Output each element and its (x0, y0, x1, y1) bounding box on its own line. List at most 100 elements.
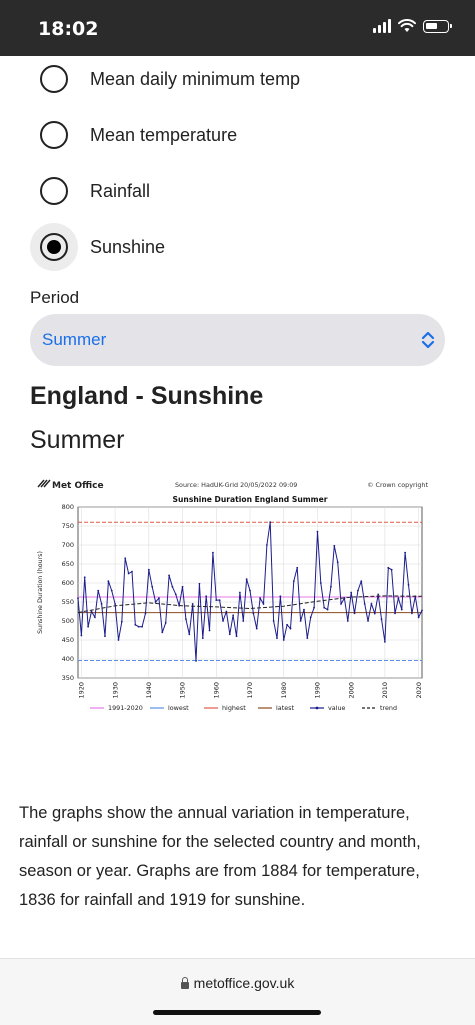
data-point (218, 599, 221, 601)
data-point (93, 616, 96, 619)
data-point (340, 603, 342, 605)
data-point (134, 623, 137, 626)
option-rainfall[interactable]: Rainfall (30, 168, 150, 214)
status-icons (373, 19, 452, 33)
data-point (326, 608, 329, 611)
series-line-trend (77, 595, 423, 614)
option-mean-daily-min-temp[interactable]: Mean daily minimum temp (30, 56, 300, 102)
option-label: Sunshine (90, 236, 166, 257)
data-point (380, 618, 383, 620)
legend-label: trend (380, 704, 397, 712)
radio-button-selected[interactable] (40, 233, 68, 261)
x-tick-label: 1990 (314, 682, 322, 699)
signal-icon (373, 19, 391, 33)
data-point (306, 637, 309, 639)
y-tick-label: 550 (62, 598, 74, 606)
data-point (164, 622, 167, 624)
x-tick-label: 1960 (212, 682, 220, 699)
data-point (390, 568, 393, 571)
period-select[interactable]: Summer (30, 314, 445, 366)
y-tick-label: 750 (62, 522, 74, 530)
data-point (333, 544, 336, 547)
status-time: 18:02 (38, 18, 99, 40)
data-point (212, 551, 214, 554)
data-point (238, 591, 241, 594)
data-point (296, 566, 299, 569)
chart-logo-text: Met Office (52, 481, 104, 491)
x-tick-label: 1950 (179, 682, 187, 699)
data-point (303, 608, 305, 611)
url-text: metoffice.gov.uk (193, 975, 295, 991)
data-point (104, 635, 106, 638)
data-point (286, 623, 288, 626)
data-point (147, 568, 150, 571)
radio-button[interactable] (40, 177, 68, 205)
radio-button[interactable] (40, 65, 68, 93)
data-point (276, 637, 278, 639)
address-bar[interactable]: metoffice.gov.uk (0, 975, 475, 991)
legend-label: highest (222, 704, 246, 712)
data-point (350, 591, 353, 594)
data-point (205, 595, 208, 598)
data-point (195, 660, 197, 662)
option-label: Mean temperature (90, 124, 238, 145)
data-point (404, 551, 407, 554)
browser-bottom-bar: metoffice.gov.uk (0, 958, 475, 1025)
x-tick-label: 2000 (347, 682, 355, 699)
data-point (272, 620, 275, 622)
data-point (131, 570, 133, 573)
data-point (313, 606, 315, 609)
data-point (191, 603, 194, 605)
data-point (289, 627, 292, 630)
sunshine-chart: Met Office Source: HadUK-Grid 20/05/2022 … (37, 479, 428, 712)
data-point (222, 620, 224, 622)
y-tick-label: 600 (62, 579, 74, 587)
lock-icon (180, 977, 189, 989)
data-point (279, 595, 282, 598)
data-point (269, 521, 272, 524)
y-tick-label: 350 (62, 674, 74, 682)
data-point (107, 580, 110, 582)
option-mean-temperature[interactable]: Mean temperature (30, 112, 237, 158)
y-tick-label: 800 (62, 503, 74, 511)
period-label: Period (30, 288, 80, 307)
y-tick-label: 400 (62, 655, 74, 663)
battery-icon (423, 19, 452, 33)
legend-label: 1991-2020 (108, 704, 143, 712)
data-point (397, 597, 400, 600)
data-point (377, 593, 380, 596)
option-sunshine[interactable]: Sunshine (30, 223, 166, 271)
data-point (154, 601, 157, 603)
x-tick-label: 1970 (246, 682, 254, 699)
data-point (83, 576, 86, 579)
x-tick-label: 1930 (111, 682, 119, 699)
data-point (255, 627, 258, 630)
met-office-logo-icon (37, 479, 51, 488)
data-point (198, 582, 201, 585)
data-point (97, 589, 100, 592)
radio-button[interactable] (40, 121, 68, 149)
data-point (421, 609, 423, 612)
chart-source: Source: HadUK-Grid 20/05/2022 09:09 (175, 481, 297, 489)
data-point (282, 639, 285, 641)
data-point (188, 633, 191, 636)
legend-label: lowest (168, 704, 189, 712)
legend-label: latest (276, 704, 294, 712)
data-point (252, 612, 255, 615)
home-indicator[interactable] (153, 1010, 321, 1015)
data-point (225, 610, 228, 613)
data-point (208, 629, 211, 632)
data-point (330, 585, 332, 588)
data-point (80, 634, 83, 637)
data-point (336, 561, 339, 563)
y-tick-label: 450 (62, 636, 74, 644)
data-point (174, 593, 177, 596)
option-label: Rainfall (90, 180, 151, 201)
data-point (394, 612, 396, 615)
data-point (141, 625, 143, 628)
data-point (171, 585, 174, 588)
status-bar: 18:02 (0, 0, 475, 56)
chart-copyright: © Crown copyright (367, 481, 428, 489)
data-point (249, 589, 251, 592)
data-point (232, 614, 235, 617)
